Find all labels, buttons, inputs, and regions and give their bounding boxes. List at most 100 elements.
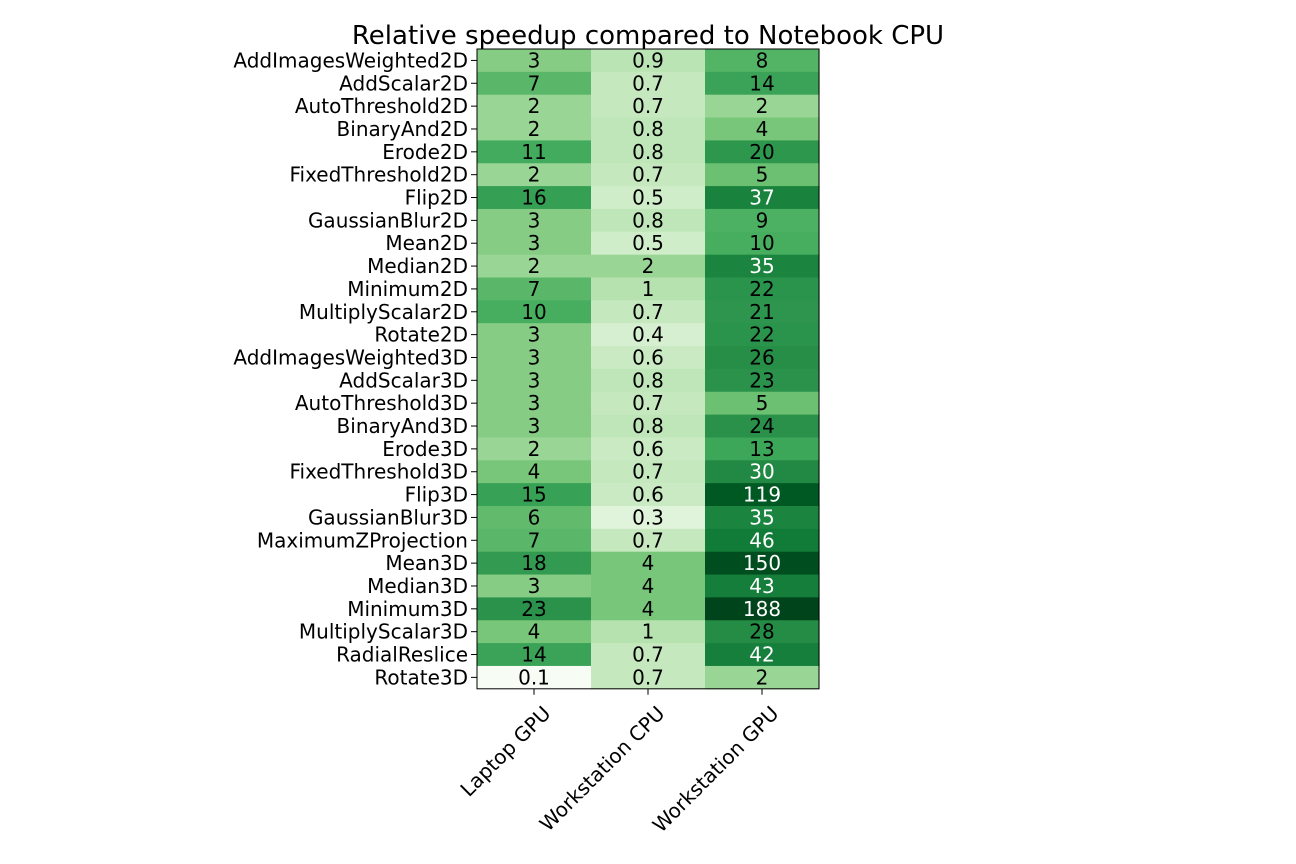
heatmap-cell: [591, 49, 706, 73]
heatmap-cell: [705, 368, 820, 393]
heatmap-cell: [591, 528, 706, 553]
y-axis: AddImagesWeighted2DAddScalar2DAutoThresh…: [233, 48, 477, 689]
cell-value-label: 0.6: [632, 437, 664, 461]
heatmap-cell: [477, 620, 592, 644]
y-tick-label: Erode2D: [382, 140, 468, 164]
cell-value-label: 18: [521, 551, 546, 575]
heatmap-cell: [591, 643, 706, 667]
heatmap-cell: [477, 346, 592, 370]
heatmap-cell: [477, 506, 592, 530]
cell-value-label: 3: [528, 368, 541, 392]
heatmap-cell: [477, 254, 592, 279]
cell-value-label: 15: [521, 483, 546, 507]
heatmap-cell: [477, 323, 592, 347]
heatmap-cell: [705, 71, 820, 96]
cell-value-label: 2: [528, 117, 541, 141]
y-tick-label: MultiplyScalar2D: [299, 300, 468, 324]
heatmap-cell: [477, 460, 592, 484]
cell-value-label: 37: [749, 186, 774, 210]
y-tick-label: AddScalar2D: [339, 71, 468, 95]
cell-value-label: 0.7: [632, 163, 664, 187]
cell-value-label: 0.7: [632, 528, 664, 552]
y-tick-label: GaussianBlur2D: [308, 208, 468, 232]
heatmap-cell: [477, 186, 592, 210]
heatmap-cell: [705, 414, 820, 439]
x-tick-label: Workstation CPU: [535, 701, 670, 836]
cell-value-label: 10: [521, 300, 546, 324]
y-tick-label: Minimum3D: [347, 597, 468, 621]
cell-value-label: 0.7: [632, 94, 664, 118]
heatmap-cell: [477, 483, 592, 507]
cell-value-label: 4: [642, 551, 655, 575]
heatmap-cell: [705, 254, 820, 279]
heatmap-cell: [705, 506, 820, 530]
heatmap-cell: [705, 620, 820, 644]
heatmap-cell: [705, 208, 820, 233]
cell-value-label: 24: [749, 414, 774, 438]
cell-value-label: 2: [528, 163, 541, 187]
cell-value-label: 42: [749, 643, 774, 667]
heatmap-cell: [477, 117, 592, 141]
heatmap-cell: [705, 323, 820, 347]
heatmap-cell: [705, 483, 820, 507]
heatmap-cell: [705, 643, 820, 667]
cell-value-label: 5: [756, 163, 769, 187]
heatmap-cell: [477, 231, 592, 256]
y-tick-label: AddScalar3D: [339, 368, 468, 392]
heatmap-cell: [705, 551, 820, 576]
heatmap-cell: [591, 597, 706, 621]
cell-value-label: 2: [528, 94, 541, 118]
y-tick-label: Mean3D: [385, 551, 468, 575]
heatmap-cell: [591, 277, 706, 301]
heatmap-cell: [591, 323, 706, 347]
y-tick-label: AddImagesWeighted3D: [233, 345, 468, 369]
y-tick-label: BinaryAnd3D: [337, 414, 468, 438]
cell-value-label: 2: [528, 254, 541, 278]
cell-value-label: 0.7: [632, 460, 664, 484]
y-tick-label: Minimum2D: [347, 277, 468, 301]
heatmap-cell: [705, 117, 820, 141]
cell-value-label: 7: [528, 528, 541, 552]
cell-value-label: 3: [528, 48, 541, 72]
chart-title: Relative speedup compared to Notebook CP…: [352, 21, 944, 51]
heatmap-cell: [477, 94, 592, 119]
heatmap-cell: [477, 49, 592, 73]
cell-value-label: 46: [749, 528, 774, 552]
cell-value-label: 0.7: [632, 391, 664, 415]
heatmap-cell: [591, 346, 706, 370]
heatmap-cell: [591, 620, 706, 644]
heatmap-cell: [591, 231, 706, 256]
heatmap-cell: [477, 277, 592, 301]
heatmap-cell: [591, 506, 706, 530]
y-tick-label: AddImagesWeighted2D: [233, 48, 468, 72]
cell-value-label: 119: [743, 483, 781, 507]
heatmap-cell: [705, 140, 820, 164]
heatmap-cell: [591, 460, 706, 484]
heatmap-cell: [705, 597, 820, 621]
cell-value-label: 188: [743, 597, 781, 621]
heatmap-cell: [705, 346, 820, 370]
heatmap-cell: [591, 483, 706, 507]
cell-value-label: 0.1: [518, 665, 550, 689]
cell-value-label: 3: [528, 345, 541, 369]
heatmap-cell: [591, 117, 706, 141]
heatmap-cell: [477, 391, 592, 416]
cell-value-label: 0.8: [632, 368, 664, 392]
cell-value-label: 0.7: [632, 300, 664, 324]
cell-value-label: 7: [528, 71, 541, 95]
cell-value-label: 0.5: [632, 186, 664, 210]
cell-value-label: 150: [743, 551, 781, 575]
cell-value-label: 35: [749, 254, 774, 278]
heatmap-cell: [591, 140, 706, 164]
cell-value-label: 0.7: [632, 665, 664, 689]
heatmap-cell: [477, 71, 592, 96]
cell-value-label: 2: [528, 437, 541, 461]
heatmap-cell: [477, 528, 592, 553]
y-tick-label: Rotate3D: [374, 665, 468, 689]
cell-value-label: 3: [528, 414, 541, 438]
cell-value-label: 4: [756, 117, 769, 141]
cell-value-label: 20: [749, 140, 774, 164]
heatmap-cell: [705, 163, 820, 187]
heatmap-cell: [477, 574, 592, 598]
